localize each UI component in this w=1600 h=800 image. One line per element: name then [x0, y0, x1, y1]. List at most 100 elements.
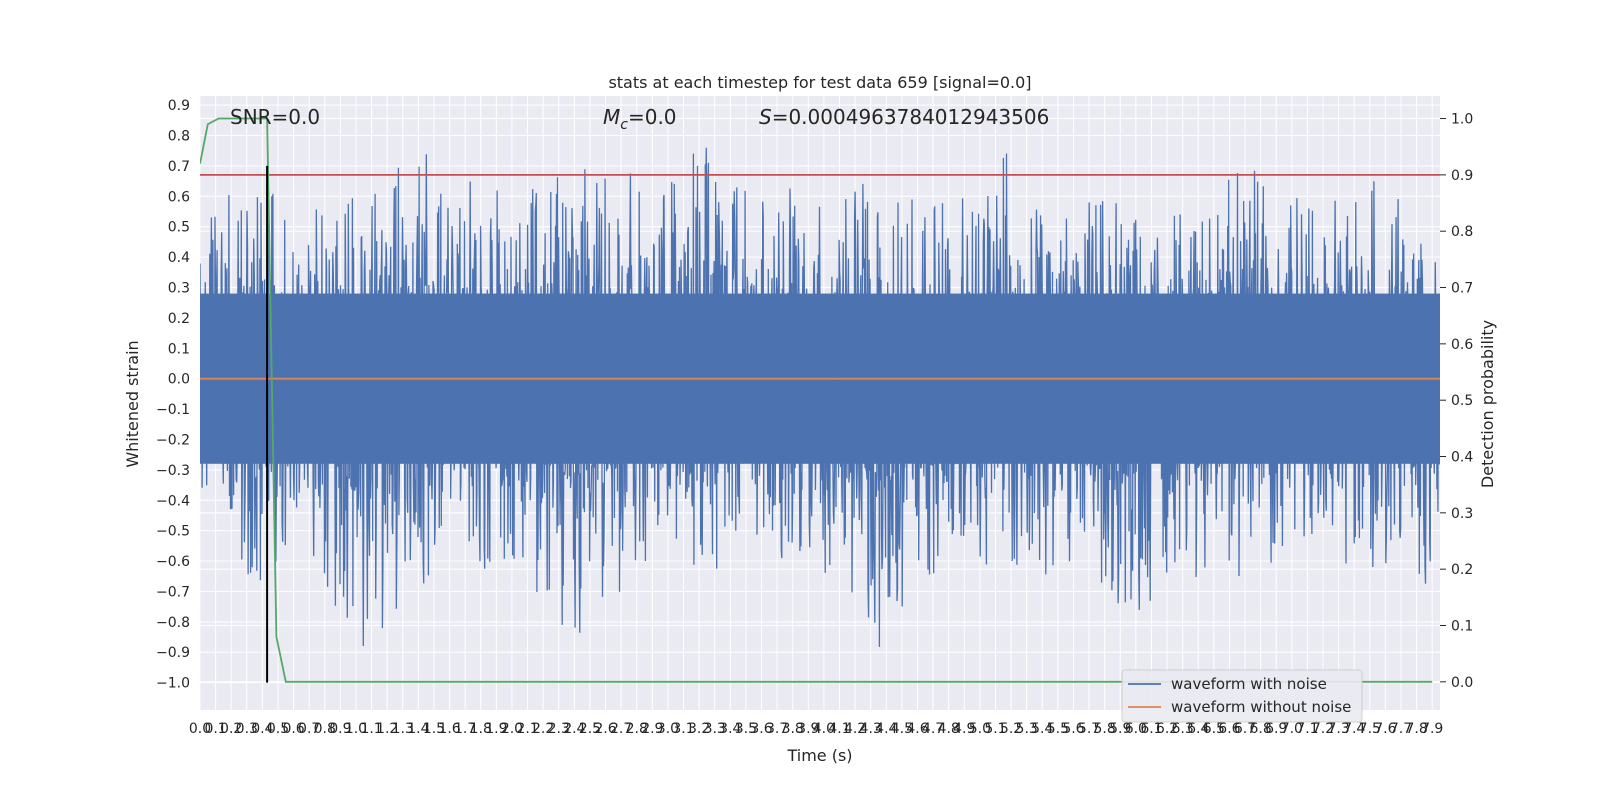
y-tick-label: −0.3 [156, 463, 190, 479]
x-tick-label: 0.7 [298, 721, 320, 737]
x-tick-label: 5.6 [1062, 721, 1084, 737]
snr-annotation: SNR=0.0 [230, 105, 320, 129]
x-tick-label: 4.0 [813, 721, 835, 737]
y-tick-label: 0.0 [168, 372, 190, 388]
y-right-tick-label: 0.1 [1451, 619, 1473, 635]
x-tick-label: 6.7 [1234, 721, 1256, 737]
x-tick-label: 3.7 [766, 721, 788, 737]
y-tick-label: 0.6 [168, 189, 190, 205]
s-symbol: S [759, 105, 772, 129]
x-tick-label: 0.0 [189, 721, 211, 737]
x-tick-label: 0.9 [329, 721, 351, 737]
y-axis-label: Whitened strain [123, 340, 142, 467]
y-tick-label: 0.9 [168, 98, 190, 114]
x-tick-label: 0.3 [236, 721, 258, 737]
x-tick-label: 7.9 [1421, 721, 1443, 737]
noise-trace [200, 147, 1440, 647]
x-tick-label: 3.6 [750, 721, 772, 737]
x-tick-label: 5.2 [1000, 721, 1022, 737]
x-tick-label: 7.1 [1296, 721, 1318, 737]
x-tick-label: 6.3 [1172, 721, 1194, 737]
x-axis-label: Time (s) [786, 746, 852, 765]
x-tick-label: 6.6 [1218, 721, 1240, 737]
y-right-tick-label: 0.9 [1451, 168, 1473, 184]
x-tick-label: 4.4 [875, 721, 897, 737]
x-tick-label: 7.8 [1405, 721, 1427, 737]
chirp-mass-subscript: c [620, 117, 628, 133]
x-tick-label: 0.8 [314, 721, 336, 737]
x-tick-label: 2.9 [641, 721, 663, 737]
x-tick-label: 3.5 [735, 721, 757, 737]
x-tick-label: 4.8 [938, 721, 960, 737]
y-tick-label: −0.8 [156, 615, 190, 631]
chart-title: stats at each timestep for test data 659… [608, 73, 1031, 92]
x-tick-label: 7.7 [1390, 721, 1412, 737]
x-tick-label: 4.5 [891, 721, 913, 737]
x-tick-label: 4.7 [922, 721, 944, 737]
x-tick-label: 1.4 [407, 721, 429, 737]
x-tick-label: 7.4 [1343, 721, 1365, 737]
x-tick-label: 3.8 [782, 721, 804, 737]
y-right-tick-label: 0.7 [1451, 281, 1473, 297]
y-axis-right-label: Detection probability [1478, 320, 1497, 488]
y-tick-label: −0.5 [156, 524, 190, 540]
x-tick-label: 2.4 [563, 721, 585, 737]
x-tick-label: 6.2 [1156, 721, 1178, 737]
y-tick-label: 0.3 [168, 280, 190, 296]
x-tick-label: 5.0 [969, 721, 991, 737]
y-tick-label: −1.0 [156, 676, 190, 692]
chirp-mass-symbol: M [603, 105, 620, 129]
y-tick-label: 0.5 [168, 220, 190, 236]
y-tick-label: −0.7 [156, 584, 190, 600]
x-tick-label: 7.2 [1312, 721, 1334, 737]
y-right-tick-label: 0.3 [1451, 506, 1473, 522]
x-tick-label: 6.5 [1203, 721, 1225, 737]
x-tick-label: 6.9 [1265, 721, 1287, 737]
x-tick-label: 3.4 [719, 721, 741, 737]
y-right-tick-label: 0.6 [1451, 337, 1473, 353]
x-tick-label: 2.5 [579, 721, 601, 737]
chirp-mass-annotation: Mc=0.0 [603, 105, 677, 133]
x-tick-label: 7.5 [1359, 721, 1381, 737]
x-tick-label: 4.6 [906, 721, 928, 737]
x-tick-label: 4.9 [953, 721, 975, 737]
x-tick-label: 1.7 [454, 721, 476, 737]
y-right-tick-label: 0.4 [1451, 450, 1473, 466]
y-tick-label: −0.9 [156, 645, 190, 661]
x-tick-label: 4.2 [844, 721, 866, 737]
x-tick-label: 5.7 [1078, 721, 1100, 737]
series-overlays [200, 117, 1440, 683]
x-tick-label: 0.5 [267, 721, 289, 737]
y-tick-label: −0.2 [156, 432, 190, 448]
y-tick-label: −0.6 [156, 554, 190, 570]
x-tick-label: 2.6 [594, 721, 616, 737]
x-tick-label: 1.5 [423, 721, 445, 737]
x-tick-label: 2.7 [610, 721, 632, 737]
y-axis-left-ticks: 0.9 0.8 0.7 0.6 0.5 0.4 0.3 0.2 0.1 0.0 −0.1 −0.2 −0… [156, 98, 190, 692]
x-tick-label: 2.2 [532, 721, 554, 737]
x-tick-label: 2.8 [626, 721, 648, 737]
x-tick-label: 1.9 [485, 721, 507, 737]
x-axis-ticks: 0.00.10.20.30.40.50.60.70.80.91.01.11.21… [189, 721, 1443, 737]
x-tick-label: 1.3 [392, 721, 414, 737]
x-tick-label: 3.0 [657, 721, 679, 737]
legend-label-with-noise: waveform with noise [1171, 675, 1327, 693]
legend-box [1121, 669, 1363, 723]
y-tick-label: 0.4 [168, 250, 190, 266]
x-tick-label: 1.6 [438, 721, 460, 737]
y-tick-label: 0.7 [168, 159, 190, 175]
y-tick-label: 0.8 [168, 129, 190, 145]
y-right-tick-label: 0.2 [1451, 562, 1473, 578]
x-tick-label: 7.6 [1374, 721, 1396, 737]
x-tick-label: 2.1 [516, 721, 538, 737]
y-right-tick-label: 0.5 [1451, 393, 1473, 409]
x-tick-label: 6.0 [1125, 721, 1147, 737]
x-tick-label: 1.8 [470, 721, 492, 737]
x-tick-label: 7.0 [1281, 721, 1303, 737]
x-tick-label: 7.3 [1327, 721, 1349, 737]
x-tick-label: 4.3 [860, 721, 882, 737]
x-tick-label: 1.1 [360, 721, 382, 737]
s-value: =0.0004963784012943506 [772, 105, 1050, 129]
x-tick-label: 5.9 [1109, 721, 1131, 737]
